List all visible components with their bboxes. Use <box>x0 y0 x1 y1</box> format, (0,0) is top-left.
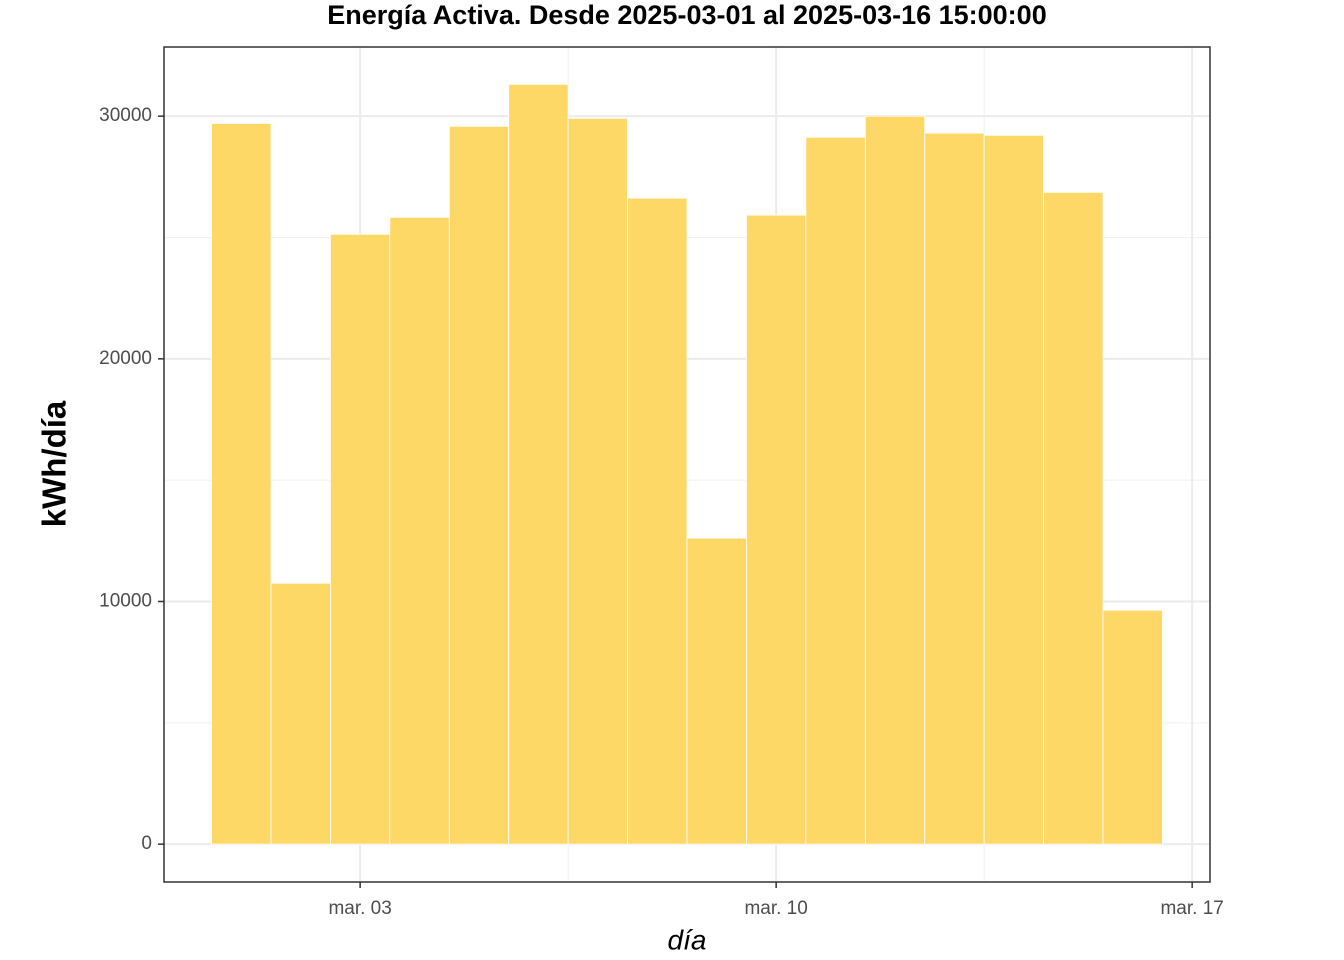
x-axis-label: día <box>668 924 707 955</box>
bar <box>627 197 688 845</box>
bar <box>1102 609 1163 845</box>
bar <box>330 233 391 845</box>
y-tick-label: 0 <box>141 833 152 854</box>
bar <box>389 216 450 845</box>
bar <box>508 83 569 845</box>
bar <box>924 132 985 845</box>
y-axis-label: kWh/día <box>36 400 73 527</box>
x-tick-label: mar. 17 <box>1160 898 1223 919</box>
x-tick-label: mar. 10 <box>744 898 807 919</box>
bar <box>211 123 272 845</box>
bar <box>864 115 926 845</box>
plot-border <box>163 46 1211 883</box>
y-tick-label: 30000 <box>99 105 152 126</box>
bar <box>686 537 747 845</box>
bar <box>1043 191 1104 845</box>
x-tick-label: mar. 03 <box>328 898 391 919</box>
bar <box>805 136 866 845</box>
bar <box>983 134 1044 845</box>
bar <box>270 582 331 845</box>
y-tick-label: 10000 <box>99 590 152 611</box>
bar <box>567 117 628 845</box>
y-tick-label: 20000 <box>99 348 152 369</box>
bar <box>746 214 807 845</box>
bar <box>448 125 510 845</box>
chart-title: Energía Activa. Desde 2025-03-01 al 2025… <box>327 0 1046 30</box>
